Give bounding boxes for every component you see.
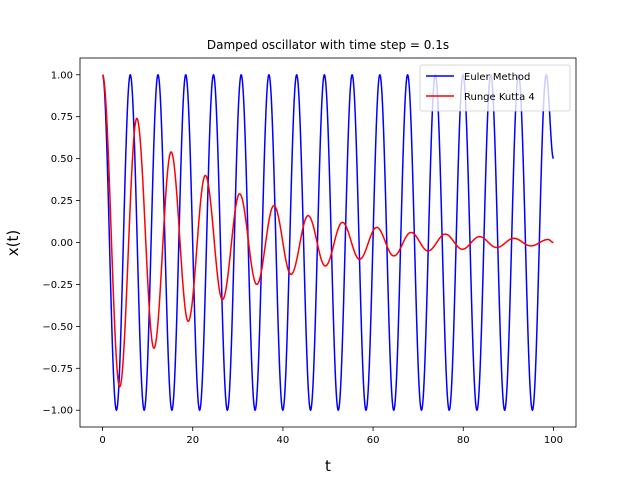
x-axis-ticks: 0 20 40 60 80 100 — [99, 427, 563, 446]
legend-label-rk4: Runge Kutta 4 — [464, 92, 535, 103]
series-line-euler — [101, 74, 555, 411]
x-tick-label: 60 — [367, 435, 380, 446]
y-tick-label: −0.25 — [42, 280, 73, 291]
series-line-rk4 — [101, 74, 554, 388]
y-tick-label: 0.00 — [51, 238, 73, 249]
y-axis-label: x(t) — [4, 230, 22, 256]
x-tick-label: 80 — [457, 435, 470, 446]
y-tick-label: 0.75 — [51, 112, 73, 123]
y-tick-label: 0.25 — [51, 196, 73, 207]
y-tick-label: −0.75 — [42, 364, 73, 375]
y-tick-label: 0.50 — [51, 154, 73, 165]
y-axis-ticks: 1.00 0.75 0.50 0.25 0.00 −0.25 −0.50 −0.75 −1.00 — [42, 70, 80, 417]
x-tick-label: 0 — [99, 435, 105, 446]
x-tick-label: 20 — [186, 435, 199, 446]
x-tick-label: 40 — [277, 435, 290, 446]
y-tick-label: −1.00 — [42, 406, 73, 417]
legend-box — [419, 64, 571, 112]
x-axis-label: t — [325, 457, 331, 475]
y-tick-label: 1.00 — [51, 70, 73, 81]
legend-label-euler: Euler Method — [464, 72, 530, 83]
legend: Euler Method Runge Kutta 4 — [419, 64, 571, 112]
chart-title: Damped oscillator with time step = 0.1s — [207, 38, 449, 52]
series-layer — [101, 74, 555, 411]
y-tick-label: −0.50 — [42, 322, 73, 333]
x-tick-label: 100 — [544, 435, 563, 446]
